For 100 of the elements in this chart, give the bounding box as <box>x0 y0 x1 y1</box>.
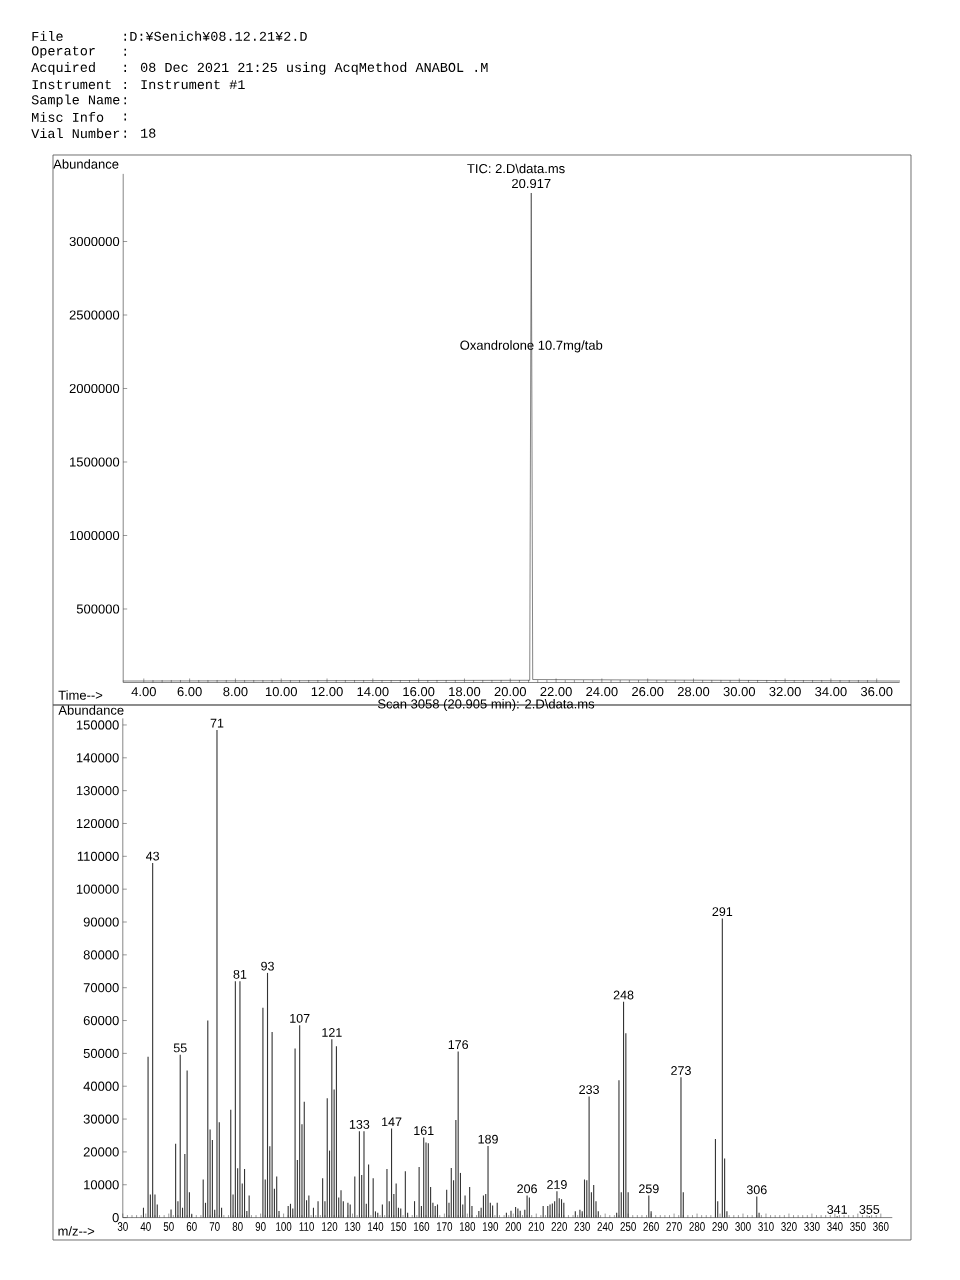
x-tick-label: 26.00 <box>632 687 664 697</box>
x-tick-label: 14.00 <box>357 687 389 697</box>
text: : <box>124 113 127 121</box>
x-tick-label: 340 <box>827 1222 843 1231</box>
y-tick-label: 130000 <box>76 786 119 796</box>
y-tick-label: 1500000 <box>70 457 120 467</box>
text: : 08 Dec 2021 21:25 using AcqMethod ANABOL .M <box>124 62 488 75</box>
annotation: 259 <box>639 1184 659 1194</box>
annotation: 133 <box>349 1119 370 1129</box>
annotation: 55 <box>173 1043 187 1053</box>
y-tick-label: 70000 <box>83 983 119 993</box>
y-tick-label: 2000000 <box>69 383 120 394</box>
x-tick-label: 70 <box>209 1222 220 1231</box>
annotation: 176 <box>448 1040 469 1050</box>
y-axis-title: Abundance <box>58 705 124 715</box>
y-tick-label: 2500000 <box>69 310 120 320</box>
x-tick-label: 350 <box>850 1222 866 1231</box>
x-tick-label: 20.00 <box>494 687 527 697</box>
y-tick-label: 120000 <box>76 818 119 829</box>
y-tick-label: 150000 <box>76 720 119 730</box>
chart-title: Scan 3058 (20.905 min): 2.D\data.ms <box>377 698 595 712</box>
x-tick-label: 220 <box>551 1222 567 1231</box>
annotation: 121 <box>322 1028 342 1037</box>
chart-title: TIC: 2.D\data.ms <box>467 163 565 174</box>
y-tick-label: 110000 <box>77 851 119 861</box>
y-tick-label: 20000 <box>83 1147 119 1157</box>
annotation: 161 <box>414 1126 434 1136</box>
x-tick-label: 24.00 <box>586 687 618 697</box>
x-tick-label: 36.00 <box>860 687 893 697</box>
annotation: 107 <box>290 1013 310 1023</box>
x-tick-label: 230 <box>574 1222 590 1231</box>
y-tick-label: 50000 <box>83 1048 119 1058</box>
x-tick-label: 180 <box>459 1222 476 1231</box>
x-tick-label: 260 <box>643 1222 659 1231</box>
x-tick-label: 4.00 <box>131 687 156 697</box>
annotation: 291 <box>712 907 733 917</box>
y-tick-label: 1000000 <box>70 530 120 541</box>
y-axis-title: Abundance <box>53 159 119 169</box>
annotation: 355 <box>859 1205 880 1214</box>
y-tick-label: 500000 <box>76 604 120 614</box>
x-tick-label: 320 <box>781 1222 797 1231</box>
text: Acquired <box>31 62 95 75</box>
x-tick-label: 12.00 <box>311 687 343 697</box>
annotation: 219 <box>547 1180 567 1189</box>
text: Operator <box>31 46 95 59</box>
annotation: 273 <box>671 1066 691 1075</box>
x-tick-label: 30 <box>117 1222 128 1231</box>
text: Instrument <box>32 80 111 90</box>
text: Vial Number <box>31 128 120 139</box>
x-tick-label: 120 <box>322 1222 338 1231</box>
x-tick-label: 80 <box>232 1222 243 1231</box>
x-axis-title: m/z--> <box>58 1226 95 1236</box>
x-tick-label: 190 <box>482 1222 499 1231</box>
x-tick-label: 28.00 <box>677 687 710 697</box>
annotation: 81 <box>233 969 247 979</box>
x-tick-label: 160 <box>414 1222 430 1231</box>
y-tick-label: 80000 <box>83 950 119 960</box>
x-axis-title: Time--> <box>58 690 103 700</box>
annotation: 147 <box>382 1117 402 1127</box>
y-tick-label: 60000 <box>83 1015 119 1026</box>
annotation: 248 <box>613 990 634 1000</box>
annotation: 71 <box>210 718 224 728</box>
x-tick-label: 30.00 <box>723 687 756 697</box>
annotation: Oxandrolone 10.7mg/tab <box>460 340 603 353</box>
annotation: 20.917 <box>512 178 551 189</box>
x-tick-label: 240 <box>597 1222 613 1231</box>
text: Sample Name <box>31 94 120 108</box>
x-tick-label: 170 <box>437 1222 453 1231</box>
text: :D:¥Senich¥08.12.21¥2.D <box>124 31 307 41</box>
text: : 18 <box>124 128 156 138</box>
x-tick-label: 280 <box>689 1222 705 1231</box>
x-tick-label: 250 <box>620 1222 636 1231</box>
x-tick-label: 90 <box>255 1222 266 1231</box>
text: Misc Info <box>32 112 104 122</box>
y-tick-label: 3000000 <box>69 236 120 247</box>
x-tick-label: 130 <box>345 1222 361 1231</box>
x-tick-label: 150 <box>391 1222 407 1231</box>
annotation: 189 <box>478 1134 498 1144</box>
x-tick-label: 300 <box>735 1222 751 1231</box>
x-tick-label: 22.00 <box>540 687 572 697</box>
text: File <box>32 31 63 41</box>
annotation: 306 <box>746 1185 767 1195</box>
y-tick-label: 0 <box>112 1212 119 1223</box>
y-tick-label: 10000 <box>84 1180 119 1190</box>
x-tick-label: 200 <box>505 1222 522 1231</box>
x-tick-label: 18.00 <box>449 687 481 697</box>
x-tick-label: 360 <box>873 1222 889 1231</box>
x-tick-label: 210 <box>528 1222 545 1231</box>
x-tick-label: 8.00 <box>223 687 248 697</box>
text: : Instrument #1 <box>124 80 245 90</box>
text: : <box>124 97 127 105</box>
x-tick-label: 10.00 <box>265 687 297 697</box>
x-tick-label: 32.00 <box>769 687 801 697</box>
text: : <box>124 48 127 56</box>
annotation: 206 <box>517 1184 537 1194</box>
x-tick-label: 290 <box>712 1222 728 1231</box>
annotation: 341 <box>827 1205 847 1214</box>
x-tick-label: 40 <box>140 1222 151 1231</box>
x-tick-label: 310 <box>758 1222 774 1231</box>
x-tick-label: 100 <box>276 1222 292 1231</box>
